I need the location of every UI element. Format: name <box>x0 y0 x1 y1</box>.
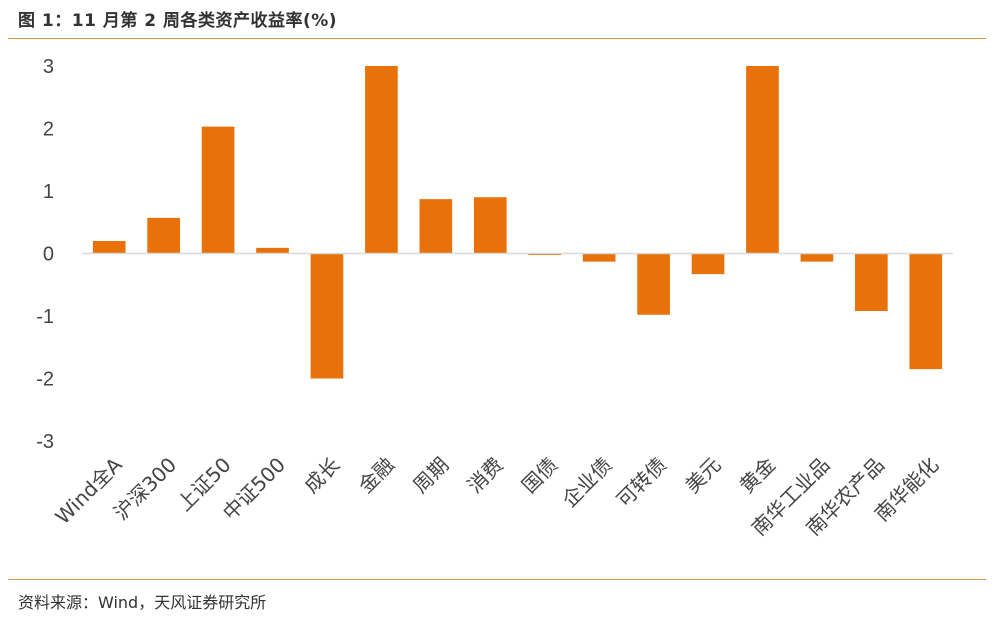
y-tick-label: -2 <box>36 369 54 391</box>
bar <box>201 126 235 254</box>
bar <box>147 217 180 254</box>
bar <box>855 253 888 311</box>
bar <box>691 253 725 275</box>
source-note: 资料来源：Wind，天风证券研究所 <box>18 593 267 612</box>
chart-title: 图 1：11 月第 2 周各类资产收益率(%) <box>18 11 338 31</box>
y-tick-label: -1 <box>36 306 54 328</box>
x-tick-label: 美元 <box>680 453 725 498</box>
bar <box>419 199 453 254</box>
bar <box>92 241 126 254</box>
x-tick-label: 周期 <box>408 453 453 498</box>
bar <box>909 253 943 370</box>
y-tick-label: 0 <box>43 244 54 266</box>
bars <box>92 66 943 379</box>
bar <box>800 253 834 262</box>
x-tick-label: 可转债 <box>612 453 671 512</box>
header-divider <box>8 38 986 39</box>
bar <box>310 253 344 379</box>
bar <box>582 253 616 262</box>
y-axis: 3 2 1 0 -1 -2 -3 <box>36 56 54 453</box>
x-tick-label: 企业债 <box>557 453 616 512</box>
y-tick-label: 2 <box>43 119 54 141</box>
x-tick-label: 黄金 <box>735 453 780 498</box>
bar-chart: 3 2 1 0 -1 -2 -3 Wind全A沪深300上证50中证500 成长 金融 周期 消费国… <box>36 56 953 540</box>
bar <box>746 66 779 254</box>
bar <box>637 253 670 315</box>
bar <box>256 247 289 254</box>
bar <box>473 197 507 254</box>
y-tick-label: -3 <box>36 431 54 453</box>
x-tick-label: 金融 <box>354 453 399 498</box>
x-tick-label: 国债 <box>517 453 562 498</box>
x-tick-label: Wind全A <box>50 452 127 529</box>
y-tick-label: 3 <box>43 56 54 78</box>
x-tick-label: 成长 <box>299 453 344 498</box>
footer-divider <box>8 579 986 580</box>
x-tick-label: 消费 <box>463 453 508 498</box>
bar <box>365 66 398 254</box>
y-tick-label: 1 <box>43 181 54 203</box>
